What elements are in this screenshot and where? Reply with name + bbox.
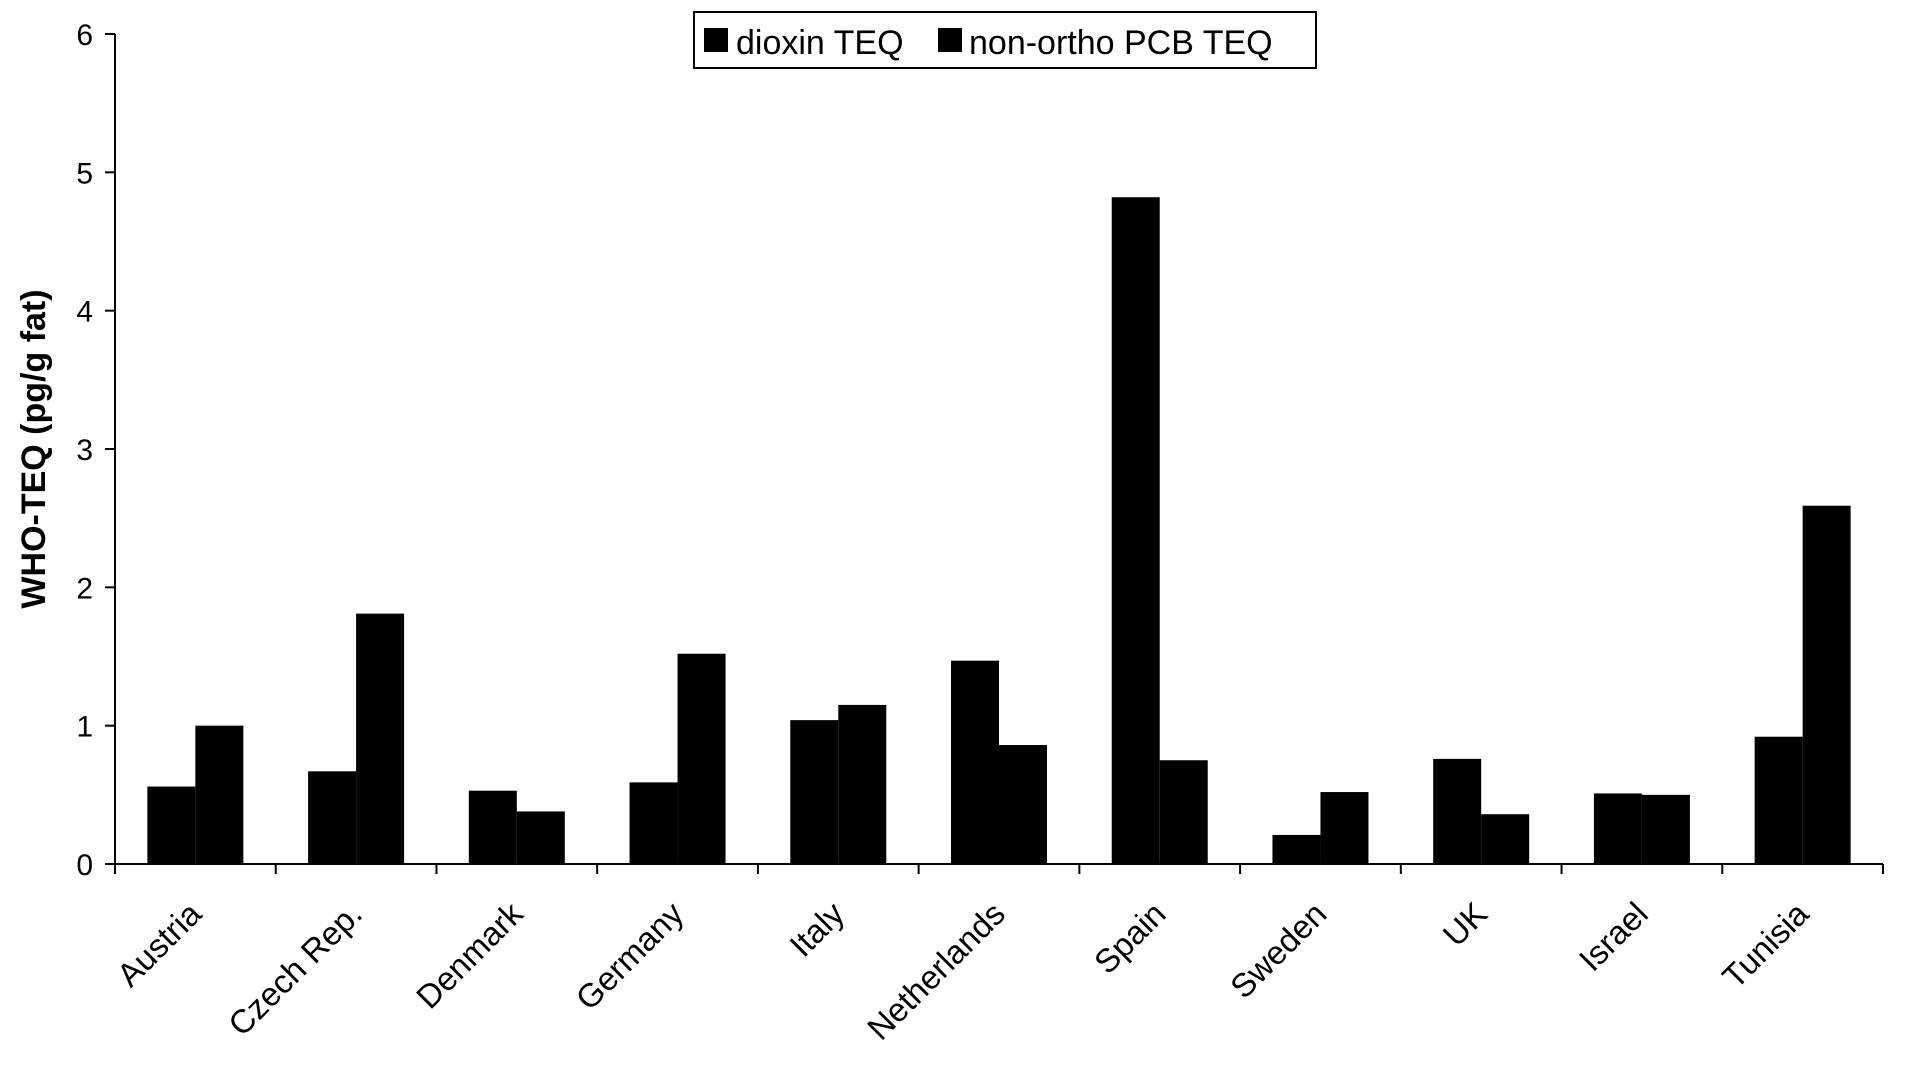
bar-pcb-spain [1159, 760, 1208, 864]
legend-label-pcb: non-ortho PCB TEQ [969, 24, 1273, 62]
x-category-label: Spain [1087, 895, 1173, 981]
bar-dioxin-czech-rep [308, 771, 357, 864]
bar-pcb-italy [838, 704, 887, 864]
bar-pcb-denmark [516, 811, 565, 864]
bars [147, 197, 1851, 864]
bar-dioxin-spain [1111, 197, 1160, 864]
bar-pcb-germany [677, 653, 726, 864]
y-tick-label: 2 [76, 572, 93, 605]
bar-pcb-sweden [1320, 792, 1369, 864]
y-ticks: 0 1 2 3 4 5 6 [76, 19, 115, 882]
x-category-label: Denmark [409, 894, 530, 1015]
x-category-label: Netherlands [860, 895, 1012, 1047]
bar-dioxin-israel [1593, 793, 1642, 864]
bar-pcb-czech-rep [356, 613, 405, 864]
legend-box [693, 11, 1317, 69]
category-labels: Austria Czech Rep. Denmark Germany Italy Neth… [110, 894, 1817, 1046]
x-category-label: Tunisia [1715, 894, 1816, 995]
bar-pcb-tunisia [1802, 505, 1851, 864]
x-category-label: Sweden [1223, 895, 1333, 1005]
x-category-label: Israel [1572, 895, 1655, 978]
bar-dioxin-austria [147, 786, 196, 864]
x-category-label: UK [1436, 895, 1495, 954]
y-tick-label: 1 [76, 711, 93, 744]
bar-dioxin-germany [629, 782, 678, 864]
bar-dioxin-sweden [1272, 834, 1321, 864]
bar-pcb-uk [1481, 814, 1530, 864]
bar-pcb-austria [195, 725, 244, 864]
bar-dioxin-uk [1433, 758, 1482, 864]
bar-dioxin-tunisia [1754, 736, 1803, 864]
legend-swatch-pcb [938, 28, 962, 52]
y-axis-label: WHO-TEQ (pg/g fat) [15, 289, 53, 608]
legend-label-dioxin: dioxin TEQ [736, 24, 904, 62]
legend-swatch-dioxin [704, 28, 728, 52]
x-category-label: Czech Rep. [221, 895, 369, 1043]
x-category-label: Austria [110, 894, 209, 993]
bar-pcb-netherlands [999, 745, 1047, 864]
y-tick-label: 6 [76, 19, 93, 52]
x-category-label: Italy [782, 894, 851, 963]
bar-dioxin-italy [790, 720, 839, 864]
bar-dioxin-denmark [468, 790, 517, 864]
bar-dioxin-netherlands [951, 660, 999, 864]
x-category-label: Germany [568, 894, 690, 1016]
legend: dioxin TEQ non-ortho PCB TEQ [693, 11, 1317, 69]
y-tick-label: 0 [76, 849, 93, 882]
x-ticks [114, 864, 1884, 874]
bar-pcb-israel [1641, 794, 1690, 864]
y-tick-label: 4 [76, 296, 93, 329]
y-tick-label: 3 [76, 434, 93, 467]
y-tick-label: 5 [76, 157, 93, 190]
